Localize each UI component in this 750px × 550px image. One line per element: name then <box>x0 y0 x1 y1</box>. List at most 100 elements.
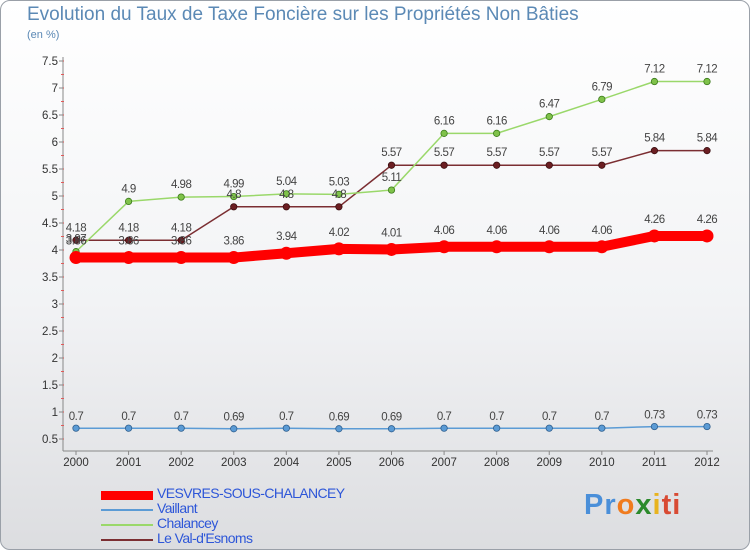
data-label-chalancey: 7.12 <box>644 64 664 76</box>
data-point-vaillant <box>387 425 396 433</box>
data-point-chalancey <box>545 113 553 121</box>
data-point-val-desnoms <box>387 161 396 169</box>
data-point-chalancey <box>177 193 185 201</box>
data-label-vesvres: 4.06 <box>539 225 559 237</box>
data-label-vaillant: 0.69 <box>381 412 401 424</box>
x-tick-label: 2000 <box>63 457 89 469</box>
data-label-vesvres: 4.02 <box>329 227 349 239</box>
data-label-vaillant: 0.7 <box>489 411 504 423</box>
data-label-chalancey: 4.9 <box>121 183 136 195</box>
data-point-vaillant <box>650 422 659 431</box>
data-label-vaillant: 0.73 <box>697 410 717 422</box>
legend-label-val-desnoms: Le Val-d'Esnoms <box>157 530 253 546</box>
data-point-vaillant <box>493 424 501 432</box>
logo-part-4: i <box>652 489 662 521</box>
y-tick-label: 1.5 <box>42 380 58 392</box>
chart-unit-label: (en %) <box>27 29 60 41</box>
data-label-chalancey: 3.97 <box>66 234 86 246</box>
data-label-vesvres: 3.86 <box>224 236 244 248</box>
y-tick-label: 2.5 <box>42 326 58 338</box>
y-tick-label: 6.5 <box>42 110 58 122</box>
data-point-val-desnoms <box>230 203 238 211</box>
data-label-chalancey: 6.47 <box>539 99 559 111</box>
data-label-vaillant: 0.7 <box>595 411 610 423</box>
data-label-chalancey: 4.99 <box>224 179 244 191</box>
data-point-chalancey <box>230 192 238 201</box>
y-tick-label: 5 <box>52 191 58 203</box>
x-tick-label: 2006 <box>379 457 405 469</box>
data-label-val-desnoms: 5.57 <box>486 147 506 159</box>
data-label-val-desnoms: 4.8 <box>227 189 242 201</box>
data-label-vesvres: 4.06 <box>434 225 454 237</box>
data-label-val-desnoms: 4.8 <box>332 189 347 201</box>
data-point-vaillant <box>282 424 290 432</box>
y-tick-label: 0.5 <box>42 434 58 446</box>
data-point-vaillant <box>598 424 606 432</box>
data-label-vaillant: 0.73 <box>644 410 664 422</box>
x-tick-label: 2001 <box>116 457 142 469</box>
data-label-vesvres: 4.26 <box>697 214 717 226</box>
data-point-chalancey <box>598 95 606 103</box>
x-tick-label: 2008 <box>484 457 510 469</box>
data-label-vesvres: 4.06 <box>486 225 506 237</box>
y-tick-label: 7 <box>52 83 58 95</box>
data-point-val-desnoms <box>177 236 185 244</box>
data-label-val-desnoms: 5.84 <box>697 133 718 145</box>
x-tick-label: 2005 <box>326 457 352 469</box>
data-point-vesvres <box>700 229 714 243</box>
y-tick-label: 2 <box>52 353 58 365</box>
data-label-vesvres: 4.06 <box>592 225 612 237</box>
data-point-vesvres <box>595 240 609 254</box>
data-point-chalancey <box>493 129 501 137</box>
data-label-val-desnoms: 5.57 <box>381 147 401 159</box>
data-point-vesvres <box>332 242 346 256</box>
data-point-val-desnoms <box>493 161 501 169</box>
data-label-val-desnoms: 4.18 <box>118 222 138 234</box>
data-point-chalancey <box>387 186 396 194</box>
data-point-val-desnoms <box>282 203 290 211</box>
data-label-chalancey: 5.04 <box>276 176 297 188</box>
data-label-val-desnoms: 4.18 <box>171 222 191 234</box>
legend-label-chalancey: Chalancey <box>157 515 218 531</box>
data-label-chalancey: 6.79 <box>592 81 612 93</box>
legend-swatch-val-desnoms <box>101 532 153 548</box>
data-point-vaillant <box>230 425 238 433</box>
chart-title: Evolution du Taux de Taxe Foncière sur l… <box>27 4 579 25</box>
data-label-val-desnoms: 5.84 <box>644 133 665 145</box>
logo-part-1: Pr <box>584 489 617 521</box>
legend-label-vaillant: Vaillant <box>157 500 198 516</box>
data-point-vaillant <box>177 424 185 432</box>
data-point-chalancey <box>124 197 133 205</box>
y-tick-label: 5.5 <box>42 164 58 176</box>
data-label-vesvres: 3.94 <box>276 231 297 243</box>
data-point-vaillant <box>440 424 448 432</box>
x-tick-label: 2009 <box>536 457 562 469</box>
data-point-chalancey <box>650 77 659 86</box>
x-tick-label: 2011 <box>642 457 667 469</box>
data-label-vesvres: 3.86 <box>66 236 86 248</box>
legend-swatch-vaillant <box>101 502 153 518</box>
data-label-chalancey: 6.16 <box>486 115 506 127</box>
legend-item-vaillant: Vaillant <box>101 500 421 518</box>
data-label-chalancey: 5.03 <box>329 176 349 188</box>
data-label-vaillant: 0.69 <box>329 412 349 424</box>
x-tick-label: 2003 <box>221 457 247 469</box>
data-point-vesvres <box>174 251 188 265</box>
data-point-vaillant <box>703 422 711 431</box>
data-label-chalancey: 7.12 <box>697 64 717 76</box>
data-label-val-desnoms: 5.57 <box>592 147 612 159</box>
data-point-chalancey <box>335 190 343 198</box>
data-label-vesvres: 4.26 <box>644 214 664 226</box>
data-point-chalancey <box>703 77 711 86</box>
data-point-val-desnoms <box>545 161 553 169</box>
data-label-vesvres: 3.86 <box>118 236 138 248</box>
data-label-chalancey: 5.11 <box>382 172 402 184</box>
x-tick-label: 2004 <box>274 457 300 469</box>
data-point-vesvres <box>122 251 136 265</box>
y-tick-label: 4 <box>52 245 59 257</box>
data-point-val-desnoms <box>335 203 343 211</box>
data-label-vesvres: 4.01 <box>381 227 401 239</box>
data-point-val-desnoms <box>72 236 80 244</box>
data-point-vaillant <box>72 424 80 432</box>
y-tick-label: 3.5 <box>42 272 58 284</box>
